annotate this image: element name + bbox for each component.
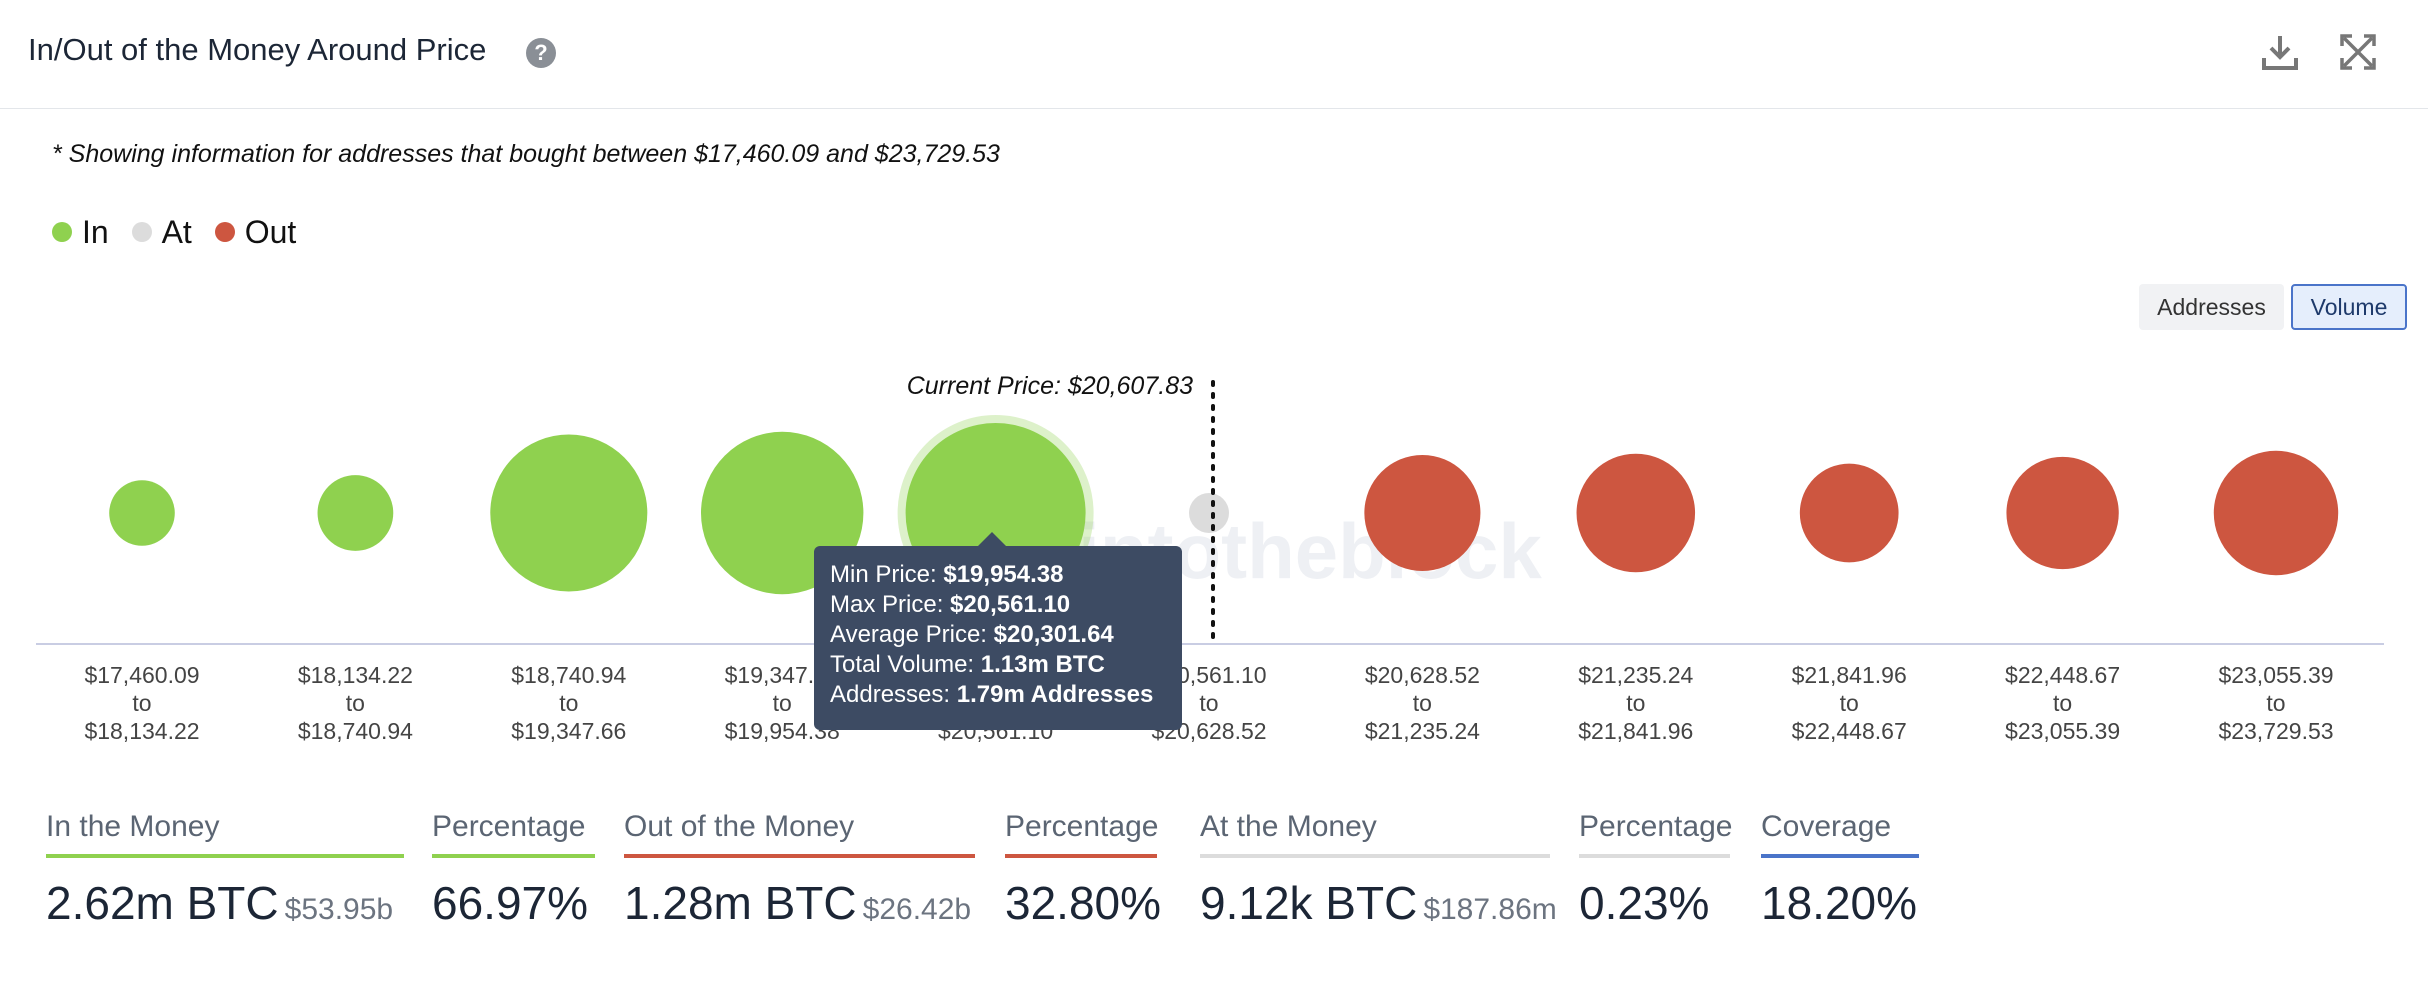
x-tick-label: $22,448.67 bbox=[2005, 662, 2120, 688]
x-tick-label: $18,740.94 bbox=[511, 662, 626, 688]
x-tick-label: to bbox=[2266, 690, 2285, 716]
x-tick-label: to bbox=[2053, 690, 2072, 716]
tooltip-min-value: $19,954.38 bbox=[943, 561, 1064, 588]
bubble-at[interactable] bbox=[1189, 493, 1229, 533]
panel-header: In/Out of the Money Around Price ? bbox=[0, 0, 2428, 109]
tooltip-caret bbox=[978, 532, 1006, 546]
bubble-in[interactable] bbox=[109, 480, 175, 546]
stat-bar bbox=[432, 854, 595, 858]
x-tick-label: to bbox=[1413, 690, 1432, 716]
stat-label: At the Money bbox=[1200, 810, 1377, 843]
legend-dot-at bbox=[131, 221, 152, 242]
tooltip-vol-label: Total Volume: bbox=[830, 651, 975, 678]
bubble-out[interactable] bbox=[2213, 450, 2339, 576]
stat-at-percentage: Percentage 0.23% bbox=[1579, 810, 1733, 930]
stat-bar bbox=[1579, 854, 1730, 858]
x-tick-label: $18,134.22 bbox=[84, 718, 199, 744]
stat-in-percentage: Percentage 66.97% bbox=[432, 810, 595, 930]
stat-label: Percentage bbox=[1005, 810, 1159, 843]
download-icon[interactable] bbox=[2258, 30, 2302, 74]
fullscreen-icon[interactable] bbox=[2336, 30, 2380, 74]
stat-coverage: Coverage 18.20% bbox=[1761, 810, 1919, 930]
x-tick-label: to bbox=[1199, 690, 1218, 716]
x-tick-label: $21,841.96 bbox=[1578, 718, 1693, 744]
legend-dot-out bbox=[214, 221, 235, 242]
x-tick-label: to bbox=[346, 690, 365, 716]
stat-value: 18.20% bbox=[1761, 877, 1918, 929]
tooltip-vol-value: 1.13m BTC bbox=[980, 651, 1105, 678]
bubble-chart: intotheblock$17,460.09to$18,134.22$18,13… bbox=[36, 372, 2384, 744]
stat-sub-value: $26.42b bbox=[862, 893, 972, 926]
x-tick-label: to bbox=[1840, 690, 1859, 716]
bubble-out[interactable] bbox=[1576, 453, 1696, 573]
stat-label: Percentage bbox=[432, 810, 586, 843]
addresses-toggle[interactable]: Addresses bbox=[2139, 284, 2284, 330]
stat-sub-value: $187.86m bbox=[1423, 893, 1557, 926]
stat-value: 32.80% bbox=[1005, 877, 1162, 929]
legend-label-out: Out bbox=[244, 214, 297, 250]
legend-item-in[interactable]: In bbox=[52, 214, 109, 251]
bubble-in[interactable] bbox=[317, 475, 394, 551]
legend-item-at[interactable]: At bbox=[131, 214, 192, 251]
x-tick-label: $21,841.96 bbox=[1792, 662, 1907, 688]
bubble-out[interactable] bbox=[2006, 456, 2119, 570]
stat-bar bbox=[624, 854, 975, 858]
x-tick-label: $17,460.09 bbox=[84, 662, 199, 688]
stat-value: 1.28m BTC bbox=[624, 877, 857, 929]
x-tick-label: to bbox=[132, 690, 151, 716]
x-tick-label: to bbox=[559, 690, 578, 716]
tooltip-max-label: Max Price: bbox=[830, 591, 944, 618]
stat-value: 66.97% bbox=[432, 877, 589, 929]
x-tick-label: $23,729.53 bbox=[2218, 718, 2333, 744]
stat-in-the-money: In the Money 2.62m BTC $53.95b bbox=[46, 810, 404, 930]
x-tick-label: to bbox=[1626, 690, 1645, 716]
bubble-out[interactable] bbox=[1364, 454, 1481, 572]
bubble-tooltip: Min Price: $19,954.38 Max Price: $20,561… bbox=[814, 532, 1182, 730]
volume-toggle[interactable]: Volume bbox=[2291, 284, 2407, 330]
legend-label-at: At bbox=[161, 214, 192, 250]
stat-label: Out of the Money bbox=[624, 810, 855, 843]
tooltip-addr-label: Addresses: bbox=[830, 681, 951, 708]
stat-sub-value: $53.95b bbox=[284, 893, 394, 926]
help-icon[interactable]: ? bbox=[526, 38, 556, 68]
x-tick-label: $18,134.22 bbox=[298, 662, 413, 688]
current-price-label: Current Price: $20,607.83 bbox=[907, 372, 1193, 400]
x-tick-label: $23,055.39 bbox=[2218, 662, 2333, 688]
stat-bar bbox=[1005, 854, 1157, 858]
stat-out-percentage: Percentage 32.80% bbox=[1005, 810, 1161, 930]
bubble-in[interactable] bbox=[490, 434, 648, 592]
x-tick-label: $21,235.24 bbox=[1578, 662, 1693, 688]
stat-bar bbox=[1761, 854, 1919, 858]
stat-bar bbox=[1200, 854, 1550, 858]
x-tick-label: $23,055.39 bbox=[2005, 718, 2120, 744]
x-tick-label: to bbox=[773, 690, 792, 716]
legend: In At Out bbox=[52, 214, 310, 251]
legend-label-in: In bbox=[82, 214, 109, 250]
stat-value: 2.62m BTC bbox=[46, 877, 279, 929]
tooltip-avg-label: Average Price: bbox=[830, 621, 987, 648]
stat-out-of-the-money: Out of the Money 1.28m BTC $26.42b bbox=[624, 810, 975, 930]
x-tick-label: $19,347.66 bbox=[511, 718, 626, 744]
stat-value: 0.23% bbox=[1579, 877, 1710, 929]
bubble-out[interactable] bbox=[1799, 463, 1899, 563]
stat-at-the-money: At the Money 9.12k BTC $187.86m bbox=[1200, 810, 1557, 930]
range-note: * Showing information for addresses that… bbox=[52, 140, 1000, 168]
stat-bar bbox=[46, 854, 404, 858]
x-tick-label: $20,628.52 bbox=[1365, 662, 1480, 688]
tooltip-addr-value: 1.79m Addresses bbox=[956, 681, 1154, 708]
tooltip-avg-value: $20,301.64 bbox=[993, 621, 1114, 648]
page-title: In/Out of the Money Around Price bbox=[28, 32, 487, 67]
stat-label: In the Money bbox=[46, 810, 220, 843]
tooltip-max-value: $20,561.10 bbox=[950, 591, 1071, 618]
tooltip-min-label: Min Price: bbox=[830, 561, 937, 588]
stat-label: Coverage bbox=[1761, 810, 1892, 843]
legend-dot-in bbox=[52, 221, 72, 242]
x-tick-label: $18,740.94 bbox=[298, 718, 413, 744]
stat-value: 9.12k BTC bbox=[1200, 877, 1418, 929]
legend-item-out[interactable]: Out bbox=[214, 214, 297, 251]
x-tick-label: $21,235.24 bbox=[1365, 718, 1480, 744]
x-tick-label: $22,448.67 bbox=[1792, 718, 1907, 744]
stat-label: Percentage bbox=[1579, 810, 1733, 843]
